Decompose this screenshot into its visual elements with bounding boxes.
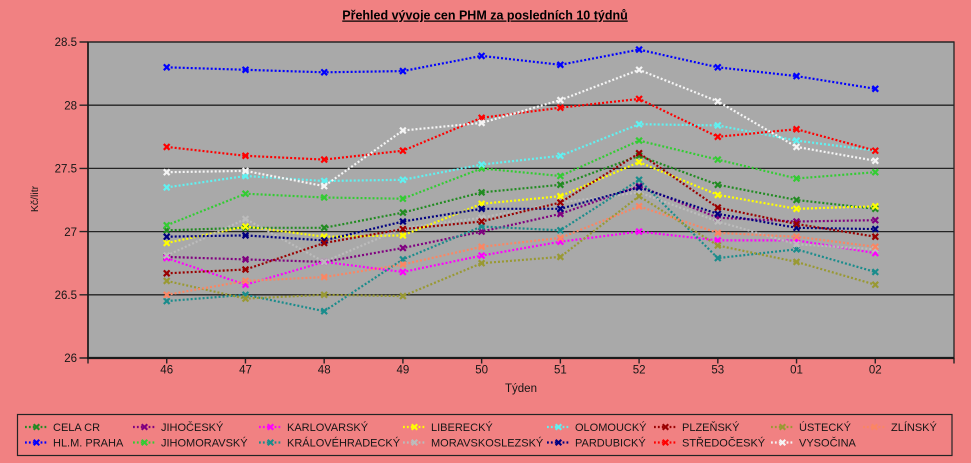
svg-text:53: 53: [711, 365, 724, 377]
svg-text:ÚSTECKÝ: ÚSTECKÝ: [799, 421, 852, 434]
svg-text:46: 46: [160, 365, 173, 377]
svg-text:OLOMOUCKÝ: OLOMOUCKÝ: [575, 421, 647, 434]
svg-text:Kč/litr: Kč/litr: [29, 185, 41, 212]
svg-text:47: 47: [239, 365, 252, 377]
svg-text:PARDUBICKÝ: PARDUBICKÝ: [575, 436, 646, 449]
svg-text:JIHOMORAVSKÝ: JIHOMORAVSKÝ: [161, 436, 248, 449]
svg-text:VYSOČINA: VYSOČINA: [799, 436, 857, 449]
svg-text:52: 52: [633, 365, 646, 377]
svg-text:49: 49: [397, 365, 410, 377]
svg-text:27.5: 27.5: [55, 164, 77, 176]
svg-text:JIHOČESKÝ: JIHOČESKÝ: [161, 421, 224, 434]
svg-text:KARLOVARSKÝ: KARLOVARSKÝ: [287, 421, 369, 434]
svg-text:26.5: 26.5: [55, 290, 77, 302]
svg-text:01: 01: [790, 365, 803, 377]
svg-text:KRÁLOVÉHRADECKÝ: KRÁLOVÉHRADECKÝ: [287, 436, 401, 449]
svg-text:02: 02: [869, 365, 882, 377]
svg-text:26: 26: [64, 353, 77, 365]
svg-text:ZLÍNSKÝ: ZLÍNSKÝ: [891, 421, 938, 434]
svg-text:48: 48: [318, 365, 331, 377]
svg-text:LIBERECKÝ: LIBERECKÝ: [431, 421, 493, 434]
svg-text:28.5: 28.5: [55, 37, 77, 49]
svg-text:51: 51: [554, 365, 567, 377]
svg-text:Přehled vývoje cen PHM za posl: Přehled vývoje cen PHM za posledních 10 …: [342, 9, 628, 23]
svg-text:HL.M. PRAHA: HL.M. PRAHA: [53, 437, 124, 449]
svg-text:CELA CR: CELA CR: [53, 422, 100, 434]
svg-text:28: 28: [64, 100, 77, 112]
svg-text:27: 27: [64, 227, 77, 239]
svg-text:PLZEŇSKÝ: PLZEŇSKÝ: [682, 421, 740, 434]
svg-text:STŘEDOČESKÝ: STŘEDOČESKÝ: [682, 436, 766, 449]
svg-text:50: 50: [475, 365, 488, 377]
svg-text:MORAVSKOSLEZSKÝ: MORAVSKOSLEZSKÝ: [431, 436, 544, 449]
svg-text:Týden: Týden: [505, 383, 537, 395]
